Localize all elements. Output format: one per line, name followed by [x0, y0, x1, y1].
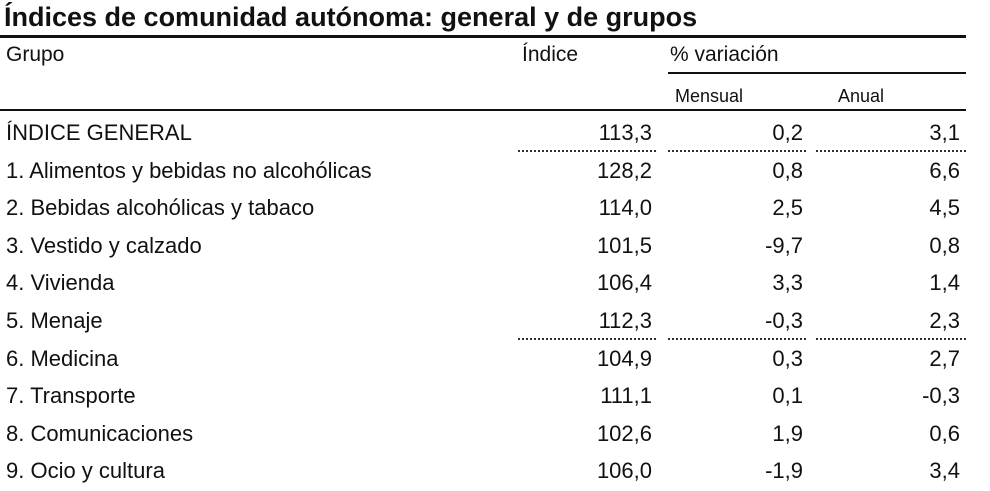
row-separator: [518, 150, 656, 152]
value-cell: 1,9: [772, 420, 803, 446]
value-cell: 2,7: [929, 345, 960, 371]
value-cell: 2,5: [772, 195, 803, 221]
value-cell: 106,4: [596, 270, 652, 296]
row-label: 8. Comunicaciones: [6, 420, 194, 446]
subcolumn-header: Anual: [838, 86, 885, 106]
value-cell: -1,9: [765, 458, 803, 484]
value-cell: -0,3: [922, 383, 960, 409]
row-label: 5. Menaje: [6, 308, 103, 333]
value-cell: 112,3: [598, 308, 652, 333]
value-cell: 3,4: [929, 458, 960, 484]
row-separator: [668, 338, 806, 340]
value-cell: 101,5: [596, 232, 652, 258]
group-rule: [668, 72, 966, 74]
column-header: Grupo: [6, 43, 65, 66]
column-header: % variación: [670, 43, 779, 66]
row-label: 7. Transporte: [6, 383, 136, 409]
value-cell: 113,3: [598, 120, 652, 145]
column-header: Índice: [522, 43, 579, 66]
row-label: 9. Ocio y cultura: [6, 458, 165, 484]
row-label: 1. Alimentos y bebidas no alcohólicas: [6, 157, 372, 183]
subcolumn-header: Mensual: [675, 86, 744, 106]
value-cell: 0,2: [772, 120, 803, 145]
value-cell: 106,0: [596, 458, 652, 484]
value-cell: 3,3: [772, 270, 803, 296]
value-cell: 114,0: [598, 195, 652, 221]
row-separator: [518, 338, 656, 340]
value-cell: 0,8: [772, 157, 803, 183]
table-title: Índices de comunidad autónoma: general y…: [4, 2, 698, 32]
row-separator: [816, 150, 966, 152]
value-cell: 4,5: [929, 195, 960, 221]
row-label: 3. Vestido y calzado: [6, 232, 202, 258]
value-cell: 111,1: [600, 383, 652, 409]
value-cell: 102,6: [596, 420, 652, 446]
value-cell: 0,8: [929, 232, 960, 258]
row-label: 4. Vivienda: [6, 270, 115, 296]
value-cell: 104,9: [596, 345, 652, 371]
value-cell: -0,3: [765, 308, 803, 333]
value-cell: 3,1: [929, 120, 960, 145]
row-separator: [816, 338, 966, 340]
title-rule: [0, 35, 966, 38]
value-cell: 0,3: [772, 345, 803, 371]
row-label: ÍNDICE GENERAL: [6, 120, 192, 145]
row-label: 2. Bebidas alcohólicas y tabaco: [6, 195, 315, 221]
header-rule: [0, 109, 966, 111]
value-cell: 1,4: [929, 270, 960, 296]
row-separator: [668, 150, 806, 152]
row-label: 6. Medicina: [6, 345, 119, 371]
value-cell: 128,2: [596, 157, 652, 183]
value-cell: 2,3: [929, 308, 960, 333]
value-cell: 0,1: [772, 383, 803, 409]
value-cell: -9,7: [765, 232, 803, 258]
value-cell: 6,6: [929, 157, 960, 183]
value-cell: 0,6: [929, 420, 960, 446]
